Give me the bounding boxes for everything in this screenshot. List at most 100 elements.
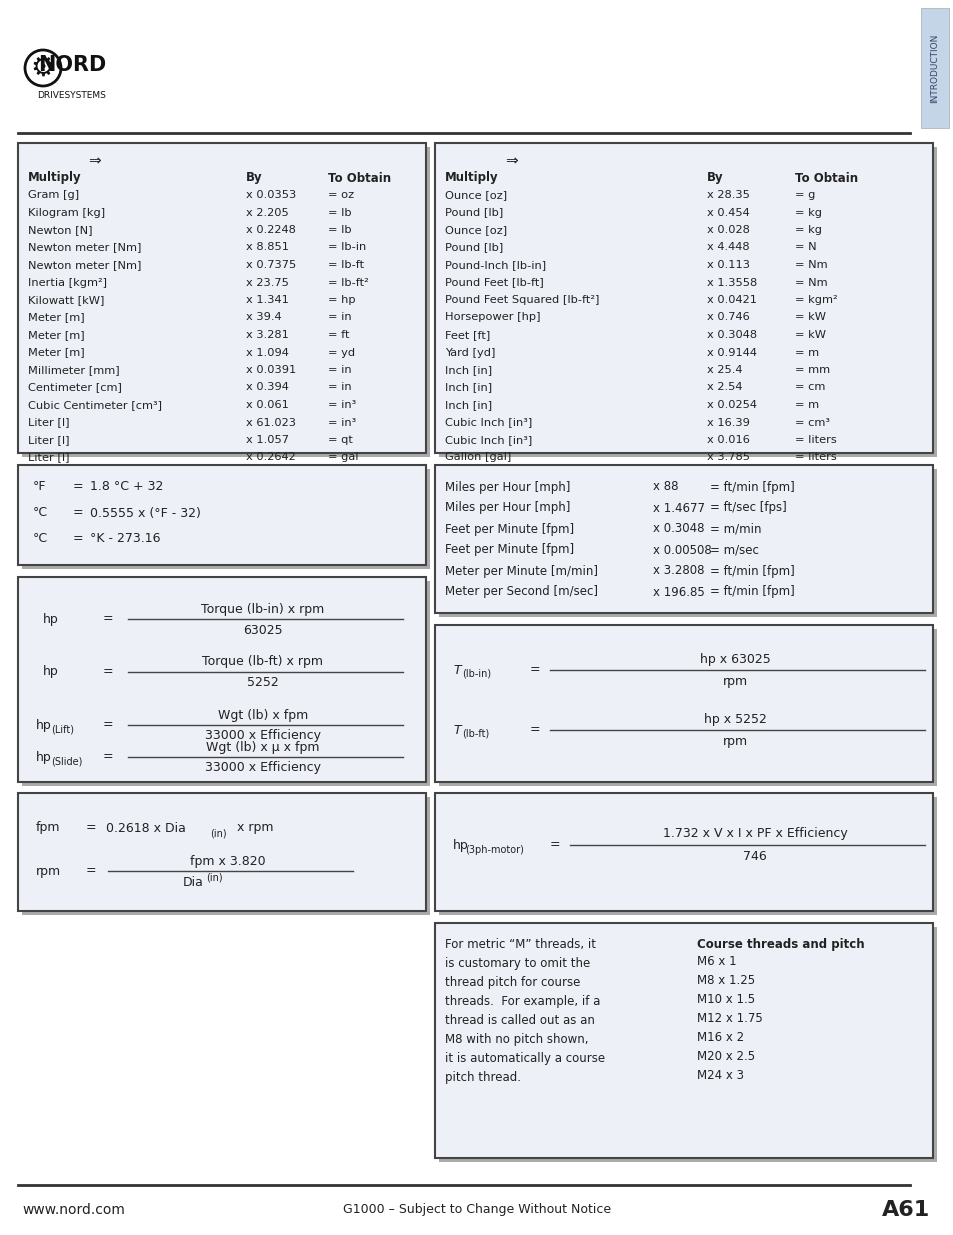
Text: Pound [lb]: Pound [lb]: [444, 242, 503, 252]
Text: x 0.9144: x 0.9144: [706, 347, 757, 357]
Text: (lb-in): (lb-in): [461, 669, 491, 679]
Text: x 2.54: x 2.54: [706, 383, 741, 393]
Text: Ounce [oz]: Ounce [oz]: [444, 190, 507, 200]
Text: = Nm: = Nm: [794, 261, 827, 270]
Text: Meter per Minute [m/min]: Meter per Minute [m/min]: [444, 564, 598, 578]
Bar: [920, 7, 948, 128]
Text: Dia: Dia: [183, 876, 204, 888]
Text: = lb: = lb: [328, 207, 352, 217]
Bar: [18, 466, 426, 564]
Text: x 8.851: x 8.851: [246, 242, 289, 252]
Text: = Nm: = Nm: [794, 278, 827, 288]
Text: Wgt (lb) x fpm: Wgt (lb) x fpm: [217, 709, 308, 721]
Text: Newton meter [Nm]: Newton meter [Nm]: [28, 242, 141, 252]
Text: = lb: = lb: [328, 225, 352, 235]
Text: = kg: = kg: [794, 207, 821, 217]
Text: = lb-ft²: = lb-ft²: [328, 278, 369, 288]
Text: www.nord.com: www.nord.com: [22, 1203, 125, 1216]
Text: °C: °C: [33, 532, 48, 546]
Bar: [435, 143, 932, 453]
Text: = ft/min [fpm]: = ft/min [fpm]: [709, 585, 794, 599]
Text: Pound [lb]: Pound [lb]: [444, 207, 503, 217]
Text: Feet per Minute [fpm]: Feet per Minute [fpm]: [444, 522, 574, 536]
Bar: [438, 629, 936, 785]
Text: 0.5555 x (°F - 32): 0.5555 x (°F - 32): [90, 506, 201, 520]
Text: x 1.057: x 1.057: [246, 435, 289, 445]
Text: = cm: = cm: [794, 383, 824, 393]
Text: =: =: [103, 719, 113, 731]
Text: rpm: rpm: [36, 864, 61, 878]
Text: fpm x 3.820: fpm x 3.820: [190, 855, 266, 867]
Text: x rpm: x rpm: [233, 821, 274, 835]
Text: =: =: [530, 663, 540, 677]
Text: Inertia [kgm²]: Inertia [kgm²]: [28, 278, 107, 288]
Text: Liter [l]: Liter [l]: [28, 417, 70, 427]
Text: 746: 746: [742, 851, 766, 863]
Text: x 0.3048: x 0.3048: [652, 522, 703, 536]
Text: 1.8 °C + 32: 1.8 °C + 32: [90, 480, 163, 494]
Text: Meter [m]: Meter [m]: [28, 347, 85, 357]
Bar: [18, 143, 426, 453]
Text: hp: hp: [453, 839, 468, 851]
Text: Multiply: Multiply: [28, 172, 82, 184]
Text: = in³: = in³: [328, 400, 355, 410]
Text: Newton [N]: Newton [N]: [28, 225, 92, 235]
Text: hp x 5252: hp x 5252: [702, 714, 765, 726]
Text: By: By: [246, 172, 262, 184]
Text: (lb-ft): (lb-ft): [461, 729, 489, 739]
Text: Liter [l]: Liter [l]: [28, 452, 70, 462]
Text: Liter [l]: Liter [l]: [28, 435, 70, 445]
Text: x 16.39: x 16.39: [706, 417, 749, 427]
Text: 0.2618 x Dia: 0.2618 x Dia: [106, 821, 186, 835]
Text: Kilowatt [kW]: Kilowatt [kW]: [28, 295, 104, 305]
Text: M6 x 1
M8 x 1.25
M10 x 1.5
M12 x 1.75
M16 x 2
M20 x 2.5
M24 x 3: M6 x 1 M8 x 1.25 M10 x 1.5 M12 x 1.75 M1…: [697, 955, 762, 1082]
Text: Centimeter [cm]: Centimeter [cm]: [28, 383, 122, 393]
Text: Cubic Inch [in³]: Cubic Inch [in³]: [444, 435, 532, 445]
Text: 1.732 x V x I x PF x Efficiency: 1.732 x V x I x PF x Efficiency: [662, 827, 846, 841]
Bar: [438, 147, 936, 457]
Text: Kilogram [kg]: Kilogram [kg]: [28, 207, 105, 217]
Text: Gallon [gal]: Gallon [gal]: [444, 452, 511, 462]
Text: By: By: [706, 172, 723, 184]
Text: To Obtain: To Obtain: [328, 172, 391, 184]
Text: ⚙: ⚙: [30, 54, 55, 82]
Text: x 0.7375: x 0.7375: [246, 261, 296, 270]
Text: = gal: = gal: [328, 452, 358, 462]
Text: (Slide): (Slide): [51, 756, 82, 766]
Bar: [22, 469, 430, 569]
Text: T: T: [453, 724, 460, 736]
Text: = lb-ft: = lb-ft: [328, 261, 364, 270]
Text: x 1.094: x 1.094: [246, 347, 289, 357]
Text: = ft/sec [fps]: = ft/sec [fps]: [709, 501, 786, 515]
Text: 63025: 63025: [243, 624, 282, 636]
Text: ⇒: ⇒: [504, 153, 517, 168]
Text: = ft/min [fpm]: = ft/min [fpm]: [709, 480, 794, 494]
Text: Horsepower [hp]: Horsepower [hp]: [444, 312, 540, 322]
Text: x 0.0421: x 0.0421: [706, 295, 757, 305]
Text: Meter per Second [m/sec]: Meter per Second [m/sec]: [444, 585, 598, 599]
Text: x 3.281: x 3.281: [246, 330, 289, 340]
Text: °C: °C: [33, 506, 48, 520]
Text: DRIVESYSTEMS: DRIVESYSTEMS: [37, 90, 107, 100]
Text: =: =: [550, 839, 560, 851]
Text: x 3.785: x 3.785: [706, 452, 749, 462]
Text: = kgm²: = kgm²: [794, 295, 837, 305]
Text: = m: = m: [794, 347, 819, 357]
Text: x 1.4677: x 1.4677: [652, 501, 704, 515]
Text: hp: hp: [43, 613, 59, 625]
Text: = yd: = yd: [328, 347, 355, 357]
Text: rpm: rpm: [721, 674, 747, 688]
Bar: [18, 793, 426, 911]
Text: Inch [in]: Inch [in]: [444, 400, 492, 410]
Text: x 2.205: x 2.205: [246, 207, 289, 217]
Text: Pound-Inch [lb-in]: Pound-Inch [lb-in]: [444, 261, 545, 270]
Text: x 0.3048: x 0.3048: [706, 330, 757, 340]
Text: x 0.2642: x 0.2642: [246, 452, 295, 462]
Text: = N: = N: [794, 242, 816, 252]
Text: For metric “M” threads, it
is customary to omit the
thread pitch for course
thre: For metric “M” threads, it is customary …: [444, 939, 604, 1084]
Text: Wgt (lb) x μ x fpm: Wgt (lb) x μ x fpm: [206, 741, 319, 753]
Text: = hp: = hp: [328, 295, 355, 305]
Text: = in: = in: [328, 366, 352, 375]
Text: °K - 273.16: °K - 273.16: [90, 532, 160, 546]
Text: Feet per Minute [fpm]: Feet per Minute [fpm]: [444, 543, 574, 557]
